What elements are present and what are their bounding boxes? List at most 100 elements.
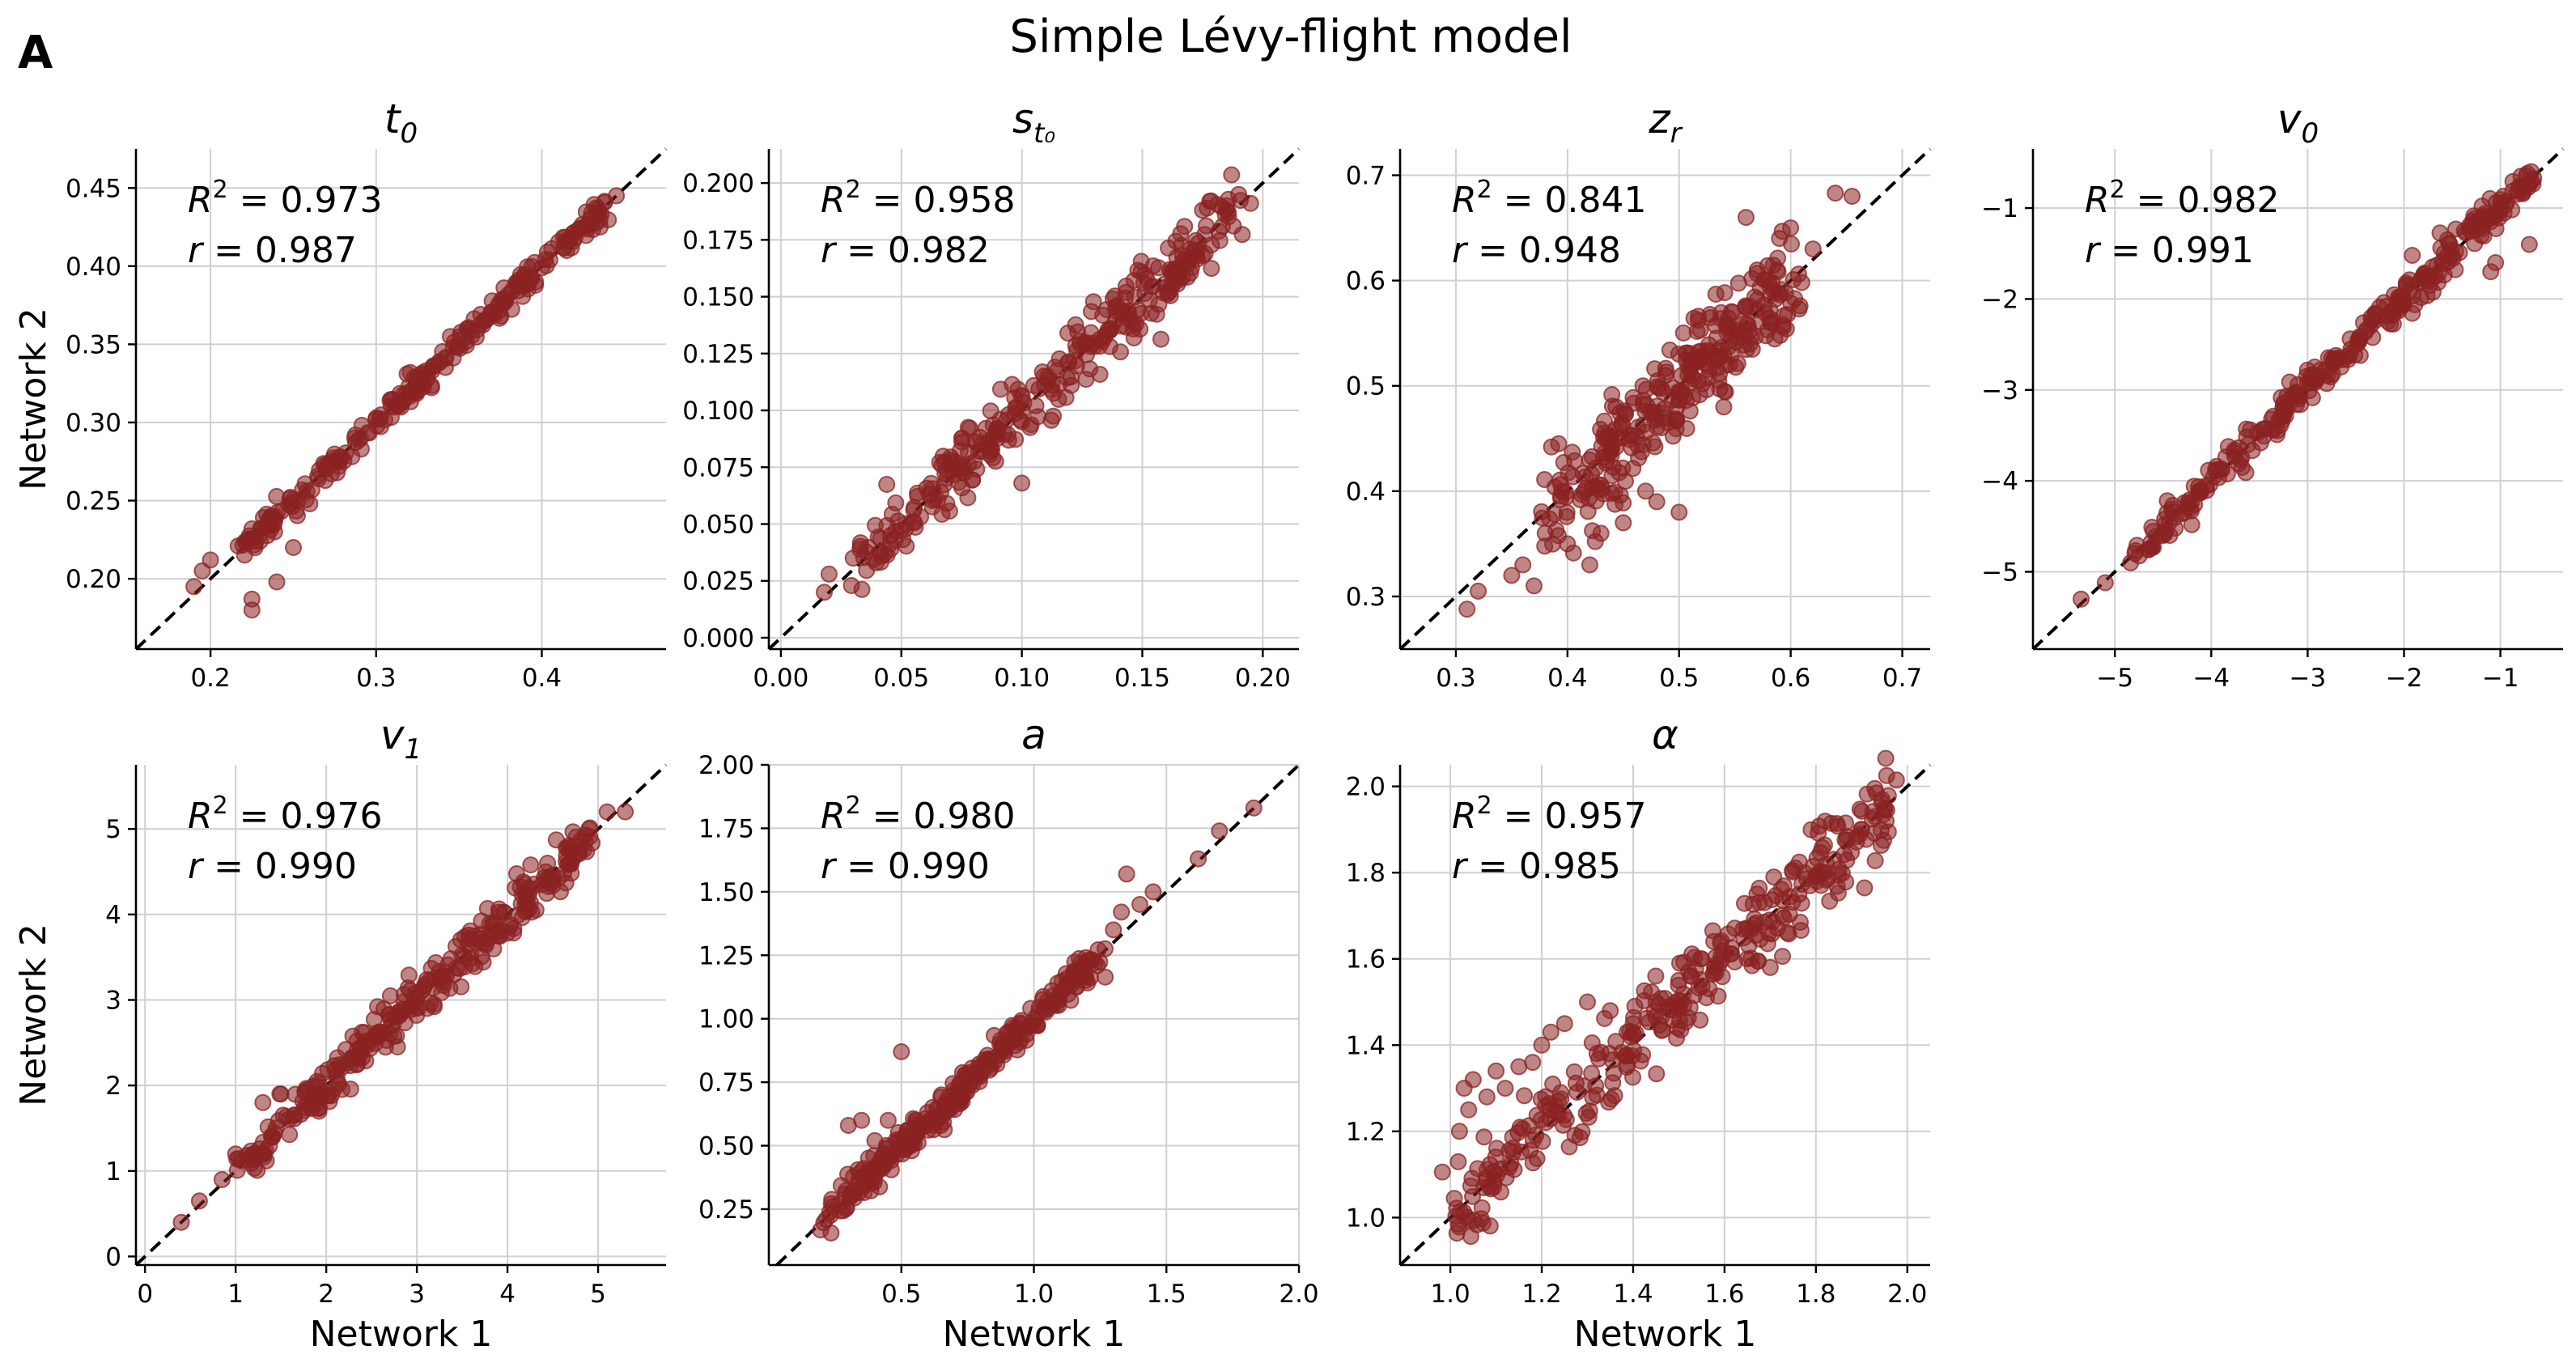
data-point	[887, 494, 905, 512]
data-point	[1194, 202, 1212, 219]
data-point	[2358, 321, 2376, 338]
data-point	[399, 979, 417, 997]
data-point	[1181, 251, 1198, 269]
data-point	[254, 1145, 272, 1163]
y-tick-label: 2.0	[1346, 773, 1386, 802]
y-tick-label: 0.125	[682, 340, 754, 369]
data-point	[1152, 330, 1169, 348]
x-tick-label: 4	[499, 1280, 516, 1309]
scatter-points	[812, 799, 1263, 1242]
data-point	[452, 978, 470, 996]
y-tick-label: −3	[1981, 376, 2018, 405]
x-tick-label: 1.8	[1796, 1280, 1835, 1309]
panel-title-subscript: 0	[2301, 117, 2319, 150]
data-point	[1081, 360, 1099, 378]
data-point	[1107, 303, 1125, 321]
data-point	[1097, 968, 1114, 986]
data-point	[1203, 260, 1220, 278]
data-point	[1579, 993, 1596, 1011]
pearson-r-symbol: r	[2085, 230, 2102, 271]
data-point	[1792, 914, 1809, 931]
data-point	[902, 1137, 919, 1154]
data-point	[2130, 547, 2148, 565]
scatter-points	[816, 166, 1259, 601]
data-point	[1478, 1088, 1496, 1106]
r-squared-symbol: R	[821, 180, 846, 221]
data-point	[541, 871, 559, 889]
panel-a: 0.5 1.0 1.5 2.0 0.25 0.50 0.75 1.00 1.25 1.50 1.75…	[698, 711, 1319, 1355]
data-point	[382, 1011, 399, 1028]
data-point	[1772, 881, 1790, 898]
data-point	[1759, 935, 1776, 953]
data-point	[906, 1111, 924, 1129]
data-point	[893, 1043, 910, 1060]
y-tick-label: 5	[105, 815, 121, 844]
data-point	[1496, 1080, 1514, 1097]
data-point	[999, 431, 1017, 449]
data-point	[1540, 1095, 1558, 1112]
data-point	[999, 405, 1017, 423]
data-point	[1772, 281, 1789, 299]
data-point	[1575, 483, 1593, 501]
scatter-points	[1433, 749, 1905, 1246]
data-point	[1763, 314, 1780, 331]
data-point	[844, 550, 862, 567]
r-squared-label: R2 = 0.841	[1452, 176, 1646, 221]
data-point	[1566, 452, 1584, 469]
data-point	[1636, 402, 1654, 420]
data-point	[1117, 283, 1135, 301]
panel-v0: −5 −4 −3 −2 −1 −5 −4 −3 −2 −1 v0 R2 = 0.982 r = 0.99…	[1981, 96, 2565, 693]
data-point	[172, 1213, 190, 1231]
x-tick-label: 0.7	[1882, 664, 1922, 693]
x-tick-label: 1.5	[1147, 1280, 1186, 1309]
data-point	[1532, 1111, 1550, 1128]
data-point	[2520, 236, 2538, 253]
x-axis-label: Network 1	[943, 1314, 1126, 1355]
data-point	[371, 418, 389, 435]
panel-title: a	[1021, 711, 1046, 758]
data-point	[1685, 309, 1703, 327]
pearson-r-label: r = 0.982	[821, 230, 990, 271]
data-point	[1050, 991, 1067, 1008]
pearson-r-symbol: r	[188, 230, 205, 271]
y-tick-label: 0.6	[1346, 267, 1386, 296]
data-point	[1852, 821, 1870, 838]
data-point	[1592, 421, 1610, 438]
data-point	[1653, 1021, 1670, 1039]
data-point	[1224, 217, 1242, 235]
y-tick-label: 0.175	[682, 226, 754, 255]
data-point	[881, 527, 899, 545]
data-point	[1765, 868, 1783, 886]
data-point	[1516, 1087, 1533, 1105]
data-point	[1804, 240, 1822, 258]
scatter-points	[2073, 163, 2543, 608]
x-tick-label: 0.6	[1771, 664, 1810, 693]
data-point	[2254, 420, 2272, 438]
data-point	[984, 449, 1002, 467]
r-squared-symbol: R	[1452, 796, 1477, 837]
x-tick-label: 1	[227, 1280, 244, 1309]
x-tick-label: −4	[2192, 664, 2230, 693]
data-point	[213, 1170, 231, 1188]
data-point	[866, 1131, 884, 1149]
data-point	[1118, 865, 1135, 883]
x-tick-label: 1.0	[1430, 1280, 1470, 1309]
data-point	[1877, 749, 1895, 767]
r-squared-label: R2 = 0.957	[1452, 792, 1646, 837]
data-point	[953, 1089, 970, 1107]
y-tick-label: 0.150	[682, 283, 754, 312]
data-point	[2210, 461, 2228, 478]
data-point	[296, 475, 314, 493]
data-point	[1475, 1128, 1493, 1146]
data-point	[394, 1003, 412, 1021]
y-axis-label: Network 2	[13, 308, 54, 490]
data-point	[1524, 1154, 1542, 1172]
pearson-r-label: r = 0.987	[188, 230, 357, 271]
data-point	[585, 196, 603, 214]
data-point	[342, 1080, 359, 1098]
data-point	[527, 277, 545, 294]
x-tick-label: 0.05	[873, 664, 929, 693]
data-point	[1615, 514, 1632, 532]
